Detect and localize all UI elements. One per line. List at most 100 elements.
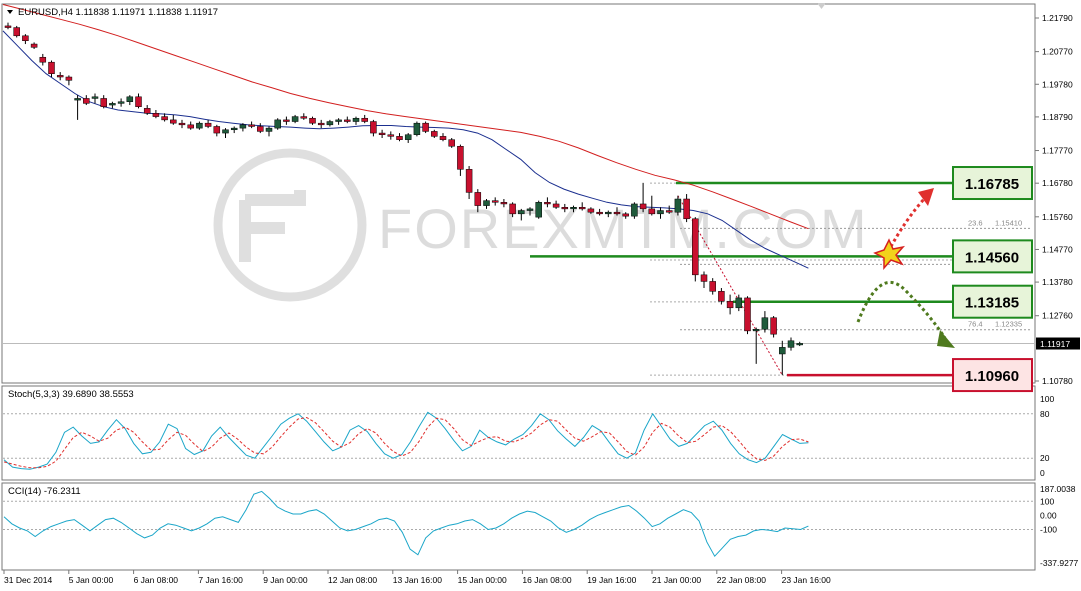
candle-body (13, 27, 20, 37)
candle (326, 119, 334, 127)
stoch-tick-label: 80 (1040, 409, 1050, 419)
stoch-tick-label: 100 (1040, 394, 1054, 404)
candle (570, 205, 577, 213)
candle (413, 121, 421, 137)
candle-body (431, 131, 438, 137)
candle-body (726, 300, 734, 309)
candle-body (544, 202, 551, 205)
candle-body (770, 317, 777, 335)
candle-body (570, 206, 577, 210)
symbol-dropdown-icon[interactable] (7, 10, 13, 14)
candle (396, 133, 403, 142)
price-tick-label: 1.10780 (1042, 376, 1073, 386)
candle (291, 114, 299, 124)
cci-tick-label: 100 (1040, 496, 1054, 506)
candle-body (335, 119, 342, 122)
candle-body (509, 203, 516, 215)
candle-body (605, 211, 612, 215)
key-level-box (952, 284, 1033, 319)
candle (596, 208, 603, 216)
candle-body (352, 117, 360, 122)
candle-body (274, 119, 281, 129)
candle (187, 121, 194, 130)
candle-body (648, 208, 656, 215)
candle-body (631, 203, 638, 217)
candle (213, 124, 221, 137)
time-tick-label: 31 Dec 2014 (4, 575, 52, 585)
time-tick-label: 5 Jan 00:00 (69, 575, 114, 585)
price-tick-label: 1.20770 (1042, 47, 1073, 57)
candle (457, 144, 464, 176)
candle-body (326, 121, 334, 126)
candle (726, 294, 734, 315)
projection-arrows (817, 3, 955, 348)
main-price-panel[interactable] (1, 3, 1036, 384)
stoch-tick-label: 0 (1040, 468, 1045, 478)
candle-body (248, 124, 255, 127)
candle (204, 119, 212, 129)
candle (135, 93, 142, 109)
candle (779, 340, 786, 376)
candle-body (500, 202, 508, 205)
time-tick-label: 6 Jan 08:00 (134, 575, 179, 585)
candle (178, 119, 186, 129)
candle (631, 202, 638, 219)
cci-tick-label: 187.0038 (1040, 484, 1076, 494)
candle-body (239, 124, 247, 129)
time-tick-label: 13 Jan 16:00 (393, 575, 442, 585)
candle-body (74, 98, 81, 101)
cci-tick-label: 0.00 (1040, 510, 1057, 520)
candle (674, 195, 682, 216)
candle-body (117, 101, 125, 104)
price-tick-label: 1.18790 (1042, 112, 1073, 122)
candle-body (361, 117, 368, 122)
key-level-label: 1.16785 (965, 176, 1019, 193)
candle-body (378, 132, 386, 135)
candle (126, 95, 134, 106)
candle-body (265, 127, 273, 132)
candle-body (161, 116, 168, 121)
cci-panel[interactable] (1, 482, 1036, 571)
candle (709, 278, 716, 295)
price-tick-label: 1.15760 (1042, 212, 1073, 222)
price-tick-label: 1.13780 (1042, 277, 1073, 287)
moving-averages (2, 4, 809, 269)
candle-body (56, 75, 64, 78)
candle (39, 53, 47, 66)
candle (361, 114, 368, 124)
candle (752, 327, 760, 364)
candle-body (787, 340, 795, 348)
candle (578, 202, 586, 211)
key-level-label: 1.14560 (965, 249, 1019, 266)
candle (535, 200, 542, 219)
time-tick-label: 19 Jan 16:00 (587, 575, 636, 585)
candle (648, 195, 656, 216)
candle-body (22, 35, 29, 41)
candle (100, 95, 107, 109)
candle (48, 60, 55, 78)
candle-body (222, 129, 229, 134)
candle-body (465, 169, 473, 193)
current-price-box (1036, 337, 1080, 350)
candle (770, 316, 777, 338)
key-level-label: 1.10960 (965, 368, 1019, 385)
breakout-burst-icon (873, 238, 906, 270)
candle (274, 118, 281, 130)
price-tick-label: 1.12760 (1042, 311, 1073, 321)
cci-label: CCI(14) -76.2311 (8, 486, 81, 497)
time-tick-label: 7 Jan 16:00 (198, 575, 243, 585)
candle-body (587, 208, 595, 213)
fibonacci-price: 1.15410 (995, 218, 1022, 227)
time-tick-label: 22 Jan 08:00 (717, 575, 766, 585)
candle (561, 203, 569, 213)
price-tick-label: 1.19780 (1042, 79, 1073, 89)
candle (196, 121, 203, 130)
stochastic-panel[interactable] (1, 385, 1036, 481)
candle-body (109, 103, 116, 106)
candle-body (178, 122, 186, 126)
candle (518, 208, 525, 221)
key-level-box (952, 358, 1033, 393)
chart-shift-marker-icon[interactable] (817, 3, 826, 9)
candle-body (779, 347, 786, 355)
